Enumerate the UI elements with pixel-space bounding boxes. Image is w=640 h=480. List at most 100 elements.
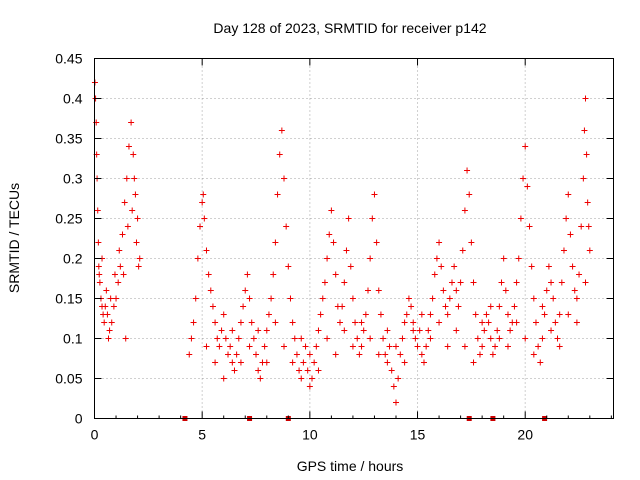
data-point bbox=[135, 263, 142, 270]
data-point bbox=[581, 127, 588, 134]
data-point bbox=[289, 319, 296, 326]
data-point bbox=[401, 359, 408, 366]
data-point bbox=[293, 351, 300, 358]
data-point bbox=[257, 375, 264, 382]
data-point bbox=[317, 311, 324, 318]
data-point bbox=[481, 327, 488, 334]
data-point bbox=[436, 319, 443, 326]
data-point bbox=[324, 335, 331, 342]
data-point bbox=[205, 271, 212, 278]
data-point bbox=[535, 343, 542, 350]
data-point bbox=[268, 295, 275, 302]
data-point bbox=[504, 343, 511, 350]
data-point bbox=[444, 311, 451, 318]
data-point bbox=[349, 343, 356, 350]
data-point bbox=[313, 343, 320, 350]
data-point bbox=[392, 343, 399, 350]
y-tick-label: 0.3 bbox=[63, 171, 83, 187]
data-point bbox=[479, 319, 486, 326]
data-point bbox=[537, 359, 544, 366]
data-point bbox=[468, 239, 475, 246]
data-point bbox=[479, 343, 486, 350]
data-point bbox=[582, 279, 589, 286]
data-point bbox=[250, 335, 257, 342]
data-point bbox=[585, 223, 592, 230]
data-point bbox=[410, 327, 417, 334]
data-point bbox=[104, 311, 111, 318]
data-point bbox=[474, 335, 481, 342]
data-point bbox=[298, 335, 305, 342]
data-point bbox=[212, 319, 219, 326]
data-point bbox=[453, 287, 460, 294]
data-point bbox=[494, 327, 501, 334]
data-point bbox=[410, 319, 417, 326]
data-point bbox=[341, 327, 348, 334]
data-point bbox=[584, 199, 591, 206]
data-point bbox=[276, 151, 283, 158]
data-point bbox=[364, 287, 371, 294]
data-point bbox=[358, 319, 365, 326]
data-point bbox=[108, 319, 115, 326]
data-point bbox=[545, 263, 552, 270]
data-point bbox=[122, 335, 129, 342]
data-point bbox=[96, 271, 103, 278]
data-point bbox=[121, 199, 128, 206]
data-point bbox=[306, 383, 313, 390]
data-point bbox=[300, 359, 307, 366]
x-tick-label: 0 bbox=[91, 427, 99, 443]
data-point bbox=[576, 271, 583, 278]
plot-frame bbox=[94, 58, 614, 419]
data-point bbox=[539, 335, 546, 342]
x-axis-label: GPS time / hours bbox=[297, 458, 404, 474]
data-point bbox=[115, 279, 122, 286]
y-tick-label: 0 bbox=[75, 411, 83, 427]
y-tick-label: 0.25 bbox=[55, 211, 82, 227]
data-point bbox=[94, 207, 101, 214]
data-point bbox=[560, 247, 567, 254]
data-point bbox=[214, 335, 221, 342]
data-point bbox=[507, 327, 514, 334]
data-point bbox=[311, 359, 318, 366]
data-point bbox=[522, 335, 529, 342]
data-point bbox=[375, 287, 382, 294]
data-point bbox=[455, 303, 462, 310]
data-point bbox=[565, 311, 572, 318]
data-point bbox=[255, 327, 262, 334]
data-point bbox=[586, 247, 593, 254]
data-point bbox=[513, 319, 520, 326]
data-point bbox=[485, 319, 492, 326]
data-point bbox=[554, 335, 561, 342]
data-point bbox=[565, 191, 572, 198]
data-point bbox=[125, 143, 132, 150]
data-point bbox=[130, 151, 137, 158]
x-tick-label: 10 bbox=[302, 427, 318, 443]
data-point bbox=[558, 279, 565, 286]
data-point bbox=[399, 335, 406, 342]
data-point bbox=[95, 239, 102, 246]
data-point bbox=[134, 215, 141, 222]
data-point bbox=[339, 303, 346, 310]
data-point bbox=[244, 271, 251, 278]
data-point bbox=[106, 327, 113, 334]
data-point bbox=[263, 359, 270, 366]
data-point bbox=[487, 303, 494, 310]
data-point bbox=[567, 231, 574, 238]
data-point bbox=[356, 351, 363, 358]
data-point bbox=[532, 319, 539, 326]
data-point bbox=[457, 279, 464, 286]
data-point bbox=[302, 343, 309, 350]
data-point bbox=[453, 327, 460, 334]
data-point bbox=[332, 351, 339, 358]
data-point bbox=[225, 351, 232, 358]
data-point bbox=[569, 263, 576, 270]
data-point bbox=[369, 215, 376, 222]
data-point bbox=[524, 183, 531, 190]
data-point bbox=[203, 247, 210, 254]
data-point bbox=[367, 335, 374, 342]
data-point bbox=[220, 375, 227, 382]
data-point bbox=[573, 295, 580, 302]
data-point bbox=[476, 351, 483, 358]
data-point bbox=[186, 351, 193, 358]
grid-layer bbox=[94, 58, 614, 419]
data-point bbox=[315, 327, 322, 334]
